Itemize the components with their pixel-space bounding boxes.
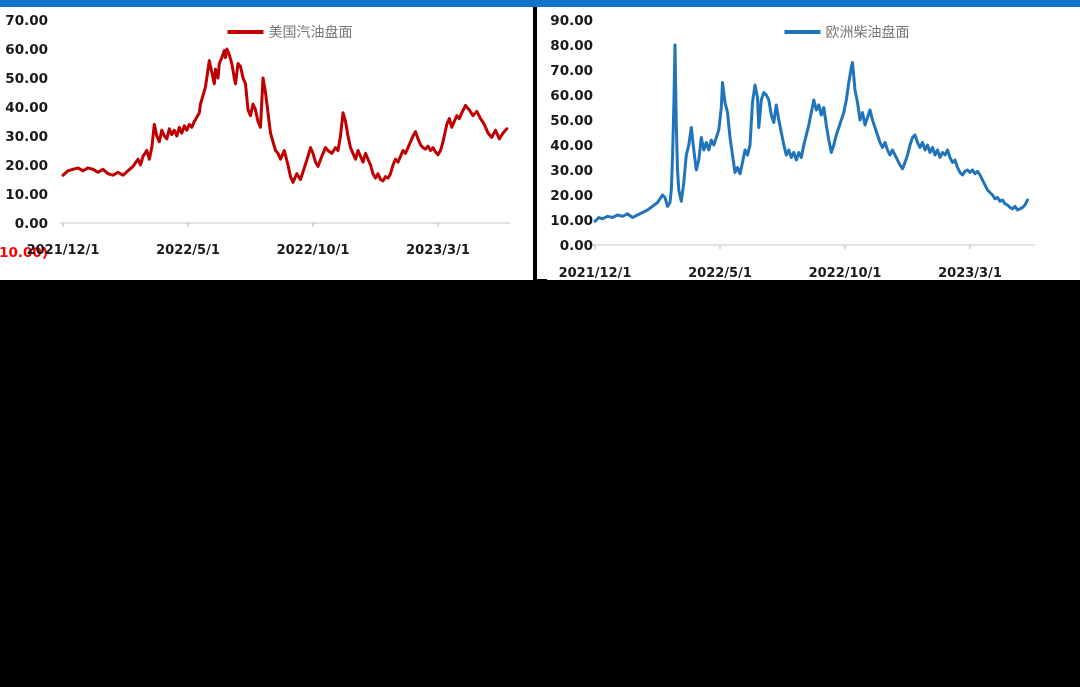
series-lines [61,47,509,184]
axis-lines [591,244,1035,249]
legend: 美国汽油盘面 [227,24,353,41]
series-0 [61,47,509,184]
svg-text:(10.00): (10.00) [0,245,48,261]
svg-text:欧洲柴油盘面: 欧洲柴油盘面 [826,24,910,41]
svg-text:2022/10/1: 2022/10/1 [809,266,882,279]
svg-text:2023/3/1: 2023/3/1 [938,266,1002,279]
us-gasoline-chart: 70.00 60.00 50.00 40.00 30.00 20.00 10.00 0.00 (… [0,13,510,261]
series-lines [593,43,1029,223]
svg-text:80.00: 80.00 [550,38,593,54]
svg-text:90.00: 90.00 [550,13,593,29]
chart-panel-eu-diesel: 90.00 80.00 70.00 60.00 50.00 40.00 30.00 20.00… [537,0,1080,279]
svg-text:30.00: 30.00 [5,129,48,145]
eu-diesel-chart: 90.00 80.00 70.00 60.00 50.00 40.00 30.00 20.00… [550,13,1035,279]
svg-text:20.00: 20.00 [550,188,593,204]
svg-text:2021/12/1: 2021/12/1 [27,243,100,258]
svg-text:10.00: 10.00 [550,213,593,229]
svg-text:0.00: 0.00 [560,238,593,254]
y-axis-labels: 90.00 80.00 70.00 60.00 50.00 40.00 30.00 20.00… [550,13,593,254]
x-axis-labels: 2021/12/1 2022/5/1 2022/10/1 2023/3/1 [559,266,1002,279]
svg-text:60.00: 60.00 [550,88,593,104]
chart-panel-us-gasoline: 70.00 60.00 50.00 40.00 30.00 20.00 10.00 0.00 (… [0,0,527,279]
svg-text:70.00: 70.00 [5,13,48,29]
svg-text:10.00: 10.00 [5,187,48,203]
x-axis-labels: 2021/12/1 2022/5/1 2022/10/1 2023/3/1 [27,243,470,258]
svg-text:30.00: 30.00 [550,163,593,179]
svg-text:40.00: 40.00 [550,138,593,154]
svg-text:2023/3/1: 2023/3/1 [406,243,470,258]
y-axis-labels: 70.00 60.00 50.00 40.00 30.00 20.00 10.00 0.00 (… [0,13,48,261]
svg-text:50.00: 50.00 [5,71,48,87]
svg-text:2021/12/1: 2021/12/1 [559,266,632,279]
svg-text:0.00: 0.00 [15,216,48,232]
svg-text:60.00: 60.00 [5,42,48,58]
svg-text:40.00: 40.00 [5,100,48,116]
series-0 [593,43,1029,223]
svg-text:2022/10/1: 2022/10/1 [277,243,350,258]
svg-text:70.00: 70.00 [550,63,593,79]
svg-text:2022/5/1: 2022/5/1 [156,243,220,258]
svg-text:20.00: 20.00 [5,158,48,174]
svg-text:美国汽油盘面: 美国汽油盘面 [269,24,353,41]
svg-text:50.00: 50.00 [550,113,593,129]
section-divider-bottom [0,0,1080,6]
axis-lines [60,222,510,227]
svg-text:2022/5/1: 2022/5/1 [688,266,752,279]
legend: 欧洲柴油盘面 [784,24,910,41]
